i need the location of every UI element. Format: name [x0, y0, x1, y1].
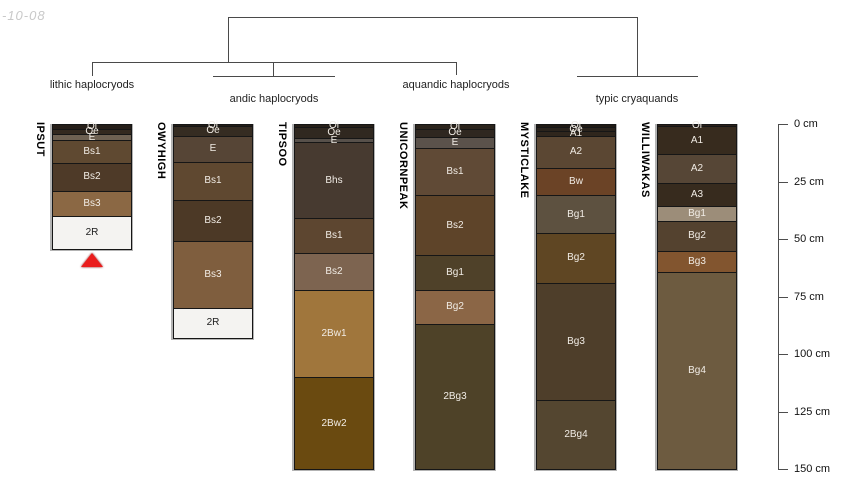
- horizon-unicornpeak-oi: [415, 124, 495, 130]
- horizon-owyhigh-bs2: [173, 199, 253, 243]
- depth-axis-tick: [778, 354, 788, 355]
- horizon-tipsoo-e: [294, 137, 374, 144]
- horizon-mysticlake-a2: [536, 135, 616, 169]
- cluster-label-andic: andic haplocryods: [229, 93, 319, 105]
- depth-axis-tick: [778, 239, 788, 240]
- profile-id-ipsut: IPSUT: [34, 122, 46, 157]
- horizon-ipsut-2r: [52, 216, 132, 251]
- dendrogram-root-right-v: [637, 17, 638, 77]
- depth-axis-tick-label: 25 cm: [794, 175, 824, 188]
- horizon-unicornpeak-bs1: [415, 148, 495, 197]
- profile-id-mysticlake: MYSTICLAKE: [518, 122, 530, 199]
- horizon-ipsut-oe: [52, 128, 132, 136]
- dendrogram-andic-v: [273, 62, 274, 76]
- dendrogram-typic-bar: [577, 76, 698, 77]
- horizon-tipsoo-2bw2: [294, 377, 374, 470]
- horizon-ipsut-e: [52, 134, 132, 142]
- horizon-ipsut-oi: [52, 124, 132, 130]
- horizon-ipsut-bs2: [52, 163, 132, 192]
- horizon-unicornpeak-bg1: [415, 255, 495, 291]
- horizon-unicornpeak-e: [415, 136, 495, 150]
- dendrogram-level2-bar: [92, 62, 457, 63]
- dendrogram-andic-bar: [213, 76, 335, 77]
- profile-id-williwakas: WILLIWAKAS: [639, 122, 651, 198]
- depth-axis-tick: [778, 296, 788, 298]
- horizon-mysticlake-oi: [536, 124, 616, 129]
- horizon-unicornpeak-2bg3: [415, 324, 495, 470]
- horizon-tipsoo-oi: [294, 124, 374, 129]
- profile-id-tipsoo: TIPSOO: [276, 122, 288, 167]
- horizon-williwakas-bg2: [657, 220, 737, 252]
- cluster-label-lithic: lithic haplocryods: [49, 79, 135, 91]
- profile-id-unicornpeak: UNICORNPEAK: [397, 122, 409, 210]
- horizon-williwakas-a3: [657, 182, 737, 207]
- watermark-date: -10-08: [2, 8, 46, 23]
- horizon-mysticlake-a1: [536, 130, 616, 137]
- depth-axis-tick-label: 75 cm: [794, 290, 824, 303]
- horizon-tipsoo-bs1: [294, 218, 374, 254]
- horizon-owyhigh-bs1: [173, 161, 253, 201]
- depth-axis-tick-label: 100 cm: [794, 348, 831, 360]
- depth-axis-tick: [778, 124, 788, 125]
- horizon-owyhigh-e: [173, 135, 253, 163]
- horizon-ipsut-bs3: [52, 190, 132, 217]
- horizon-mysticlake-2bg4: [536, 400, 616, 470]
- dendrogram-lithic-v: [92, 62, 93, 76]
- horizon-mysticlake-bg2: [536, 233, 616, 284]
- horizon-williwakas-bg1: [657, 205, 737, 222]
- horizon-mysticlake-bw: [536, 167, 616, 197]
- horizon-williwakas-a2: [657, 153, 737, 184]
- horizon-williwakas-bg4: [657, 272, 737, 470]
- horizon-owyhigh-oi: [173, 124, 253, 128]
- depth-axis-tick-label: 0 cm: [794, 118, 818, 130]
- horizon-unicornpeak-bs2: [415, 195, 495, 257]
- horizon-unicornpeak-bg2: [415, 289, 495, 326]
- horizon-tipsoo-bs2: [294, 252, 374, 291]
- horizon-tipsoo-oe: [294, 127, 374, 139]
- cluster-label-aquandic: aquandic haplocryods: [402, 79, 510, 91]
- cluster-label-typic: typic cryaquands: [595, 93, 679, 105]
- depth-axis-tick: [778, 469, 788, 470]
- depth-axis-tick-label: 50 cm: [794, 233, 824, 245]
- horizon-unicornpeak-oe: [415, 128, 495, 138]
- horizon-mysticlake-bg3: [536, 282, 616, 401]
- horizon-owyhigh-bs3: [173, 241, 253, 309]
- horizon-tipsoo-bhs: [294, 142, 374, 220]
- dendrogram-root-left-v: [228, 17, 229, 63]
- horizon-mysticlake-oe: [536, 127, 616, 132]
- dendrogram-root-bar: [228, 17, 638, 18]
- horizon-williwakas-bg3: [657, 250, 737, 274]
- depth-axis-tick: [778, 411, 788, 413]
- depth-axis-tick-label: 125 cm: [794, 405, 831, 418]
- horizon-owyhigh-oe: [173, 126, 253, 137]
- depth-axis-tick: [778, 181, 788, 183]
- horizon-tipsoo-2bw1: [294, 289, 374, 378]
- truncation-marker-icon: [81, 253, 103, 268]
- horizon-ipsut-bs1: [52, 140, 132, 165]
- horizon-williwakas-a1: [657, 126, 737, 155]
- profile-id-owyhigh: OWYHIGH: [155, 122, 167, 180]
- horizon-williwakas-oi: [657, 124, 737, 128]
- horizon-owyhigh-2r: [173, 308, 253, 339]
- dendrogram-aquandic-v: [456, 62, 457, 75]
- horizon-mysticlake-bg1: [536, 195, 616, 235]
- depth-axis-tick-label: 150 cm: [794, 463, 831, 475]
